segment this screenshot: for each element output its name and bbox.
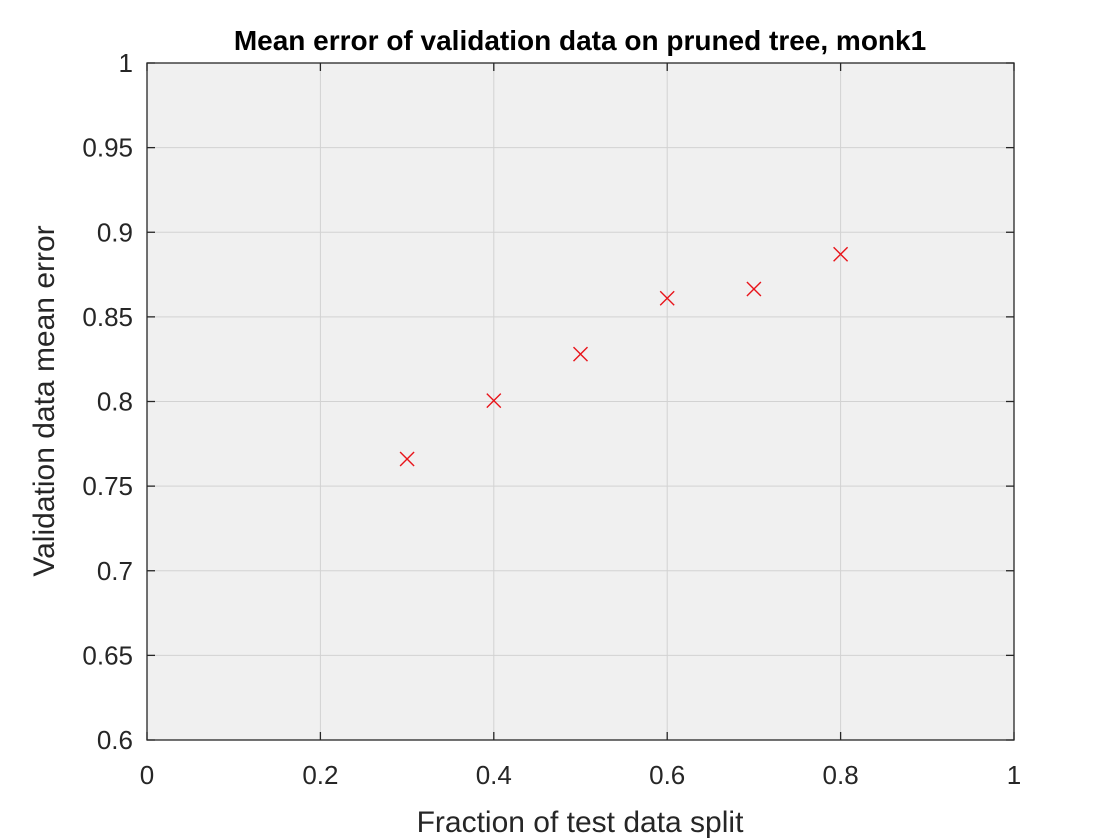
plot-frame xyxy=(146,62,1015,741)
y-tick-label: 0.9 xyxy=(97,217,133,247)
y-tick-label: 0.65 xyxy=(82,640,133,670)
data-point-marker xyxy=(746,281,762,297)
data-point-marker xyxy=(486,393,502,409)
data-point-marker xyxy=(659,290,675,306)
data-point-marker xyxy=(399,451,415,467)
x-tick-label: 1 xyxy=(1007,760,1021,790)
y-tick-label: 0.7 xyxy=(97,556,133,586)
x-tick-label: 0.2 xyxy=(302,760,338,790)
data-point-marker xyxy=(573,346,588,362)
y-tick-label: 1 xyxy=(119,48,133,78)
x-tick-labels: 0 0.2 0.4 0.6 0.8 1 xyxy=(140,760,1021,790)
y-tick-label: 0.95 xyxy=(82,133,133,163)
chart-title: Mean error of validation data on pruned … xyxy=(234,25,926,56)
y-tick-label: 0.85 xyxy=(82,302,133,332)
x-tick-label: 0.6 xyxy=(649,760,685,790)
x-tick-label: 0 xyxy=(140,760,154,790)
y-tick-label: 0.6 xyxy=(97,725,133,755)
x-tick-label: 0.8 xyxy=(823,760,859,790)
x-axis-label: Fraction of test data split xyxy=(417,806,744,839)
data-markers xyxy=(399,246,849,467)
y-tick-label: 0.8 xyxy=(97,387,133,417)
y-axis-label: Validation data mean error xyxy=(28,225,61,576)
x-tick-label: 0.4 xyxy=(476,760,512,790)
y-tick-label: 0.75 xyxy=(82,471,133,501)
y-tick-labels: 0.6 0.65 0.7 0.75 0.8 0.85 0.9 0.95 1 xyxy=(82,48,133,755)
data-point-marker xyxy=(833,246,849,262)
